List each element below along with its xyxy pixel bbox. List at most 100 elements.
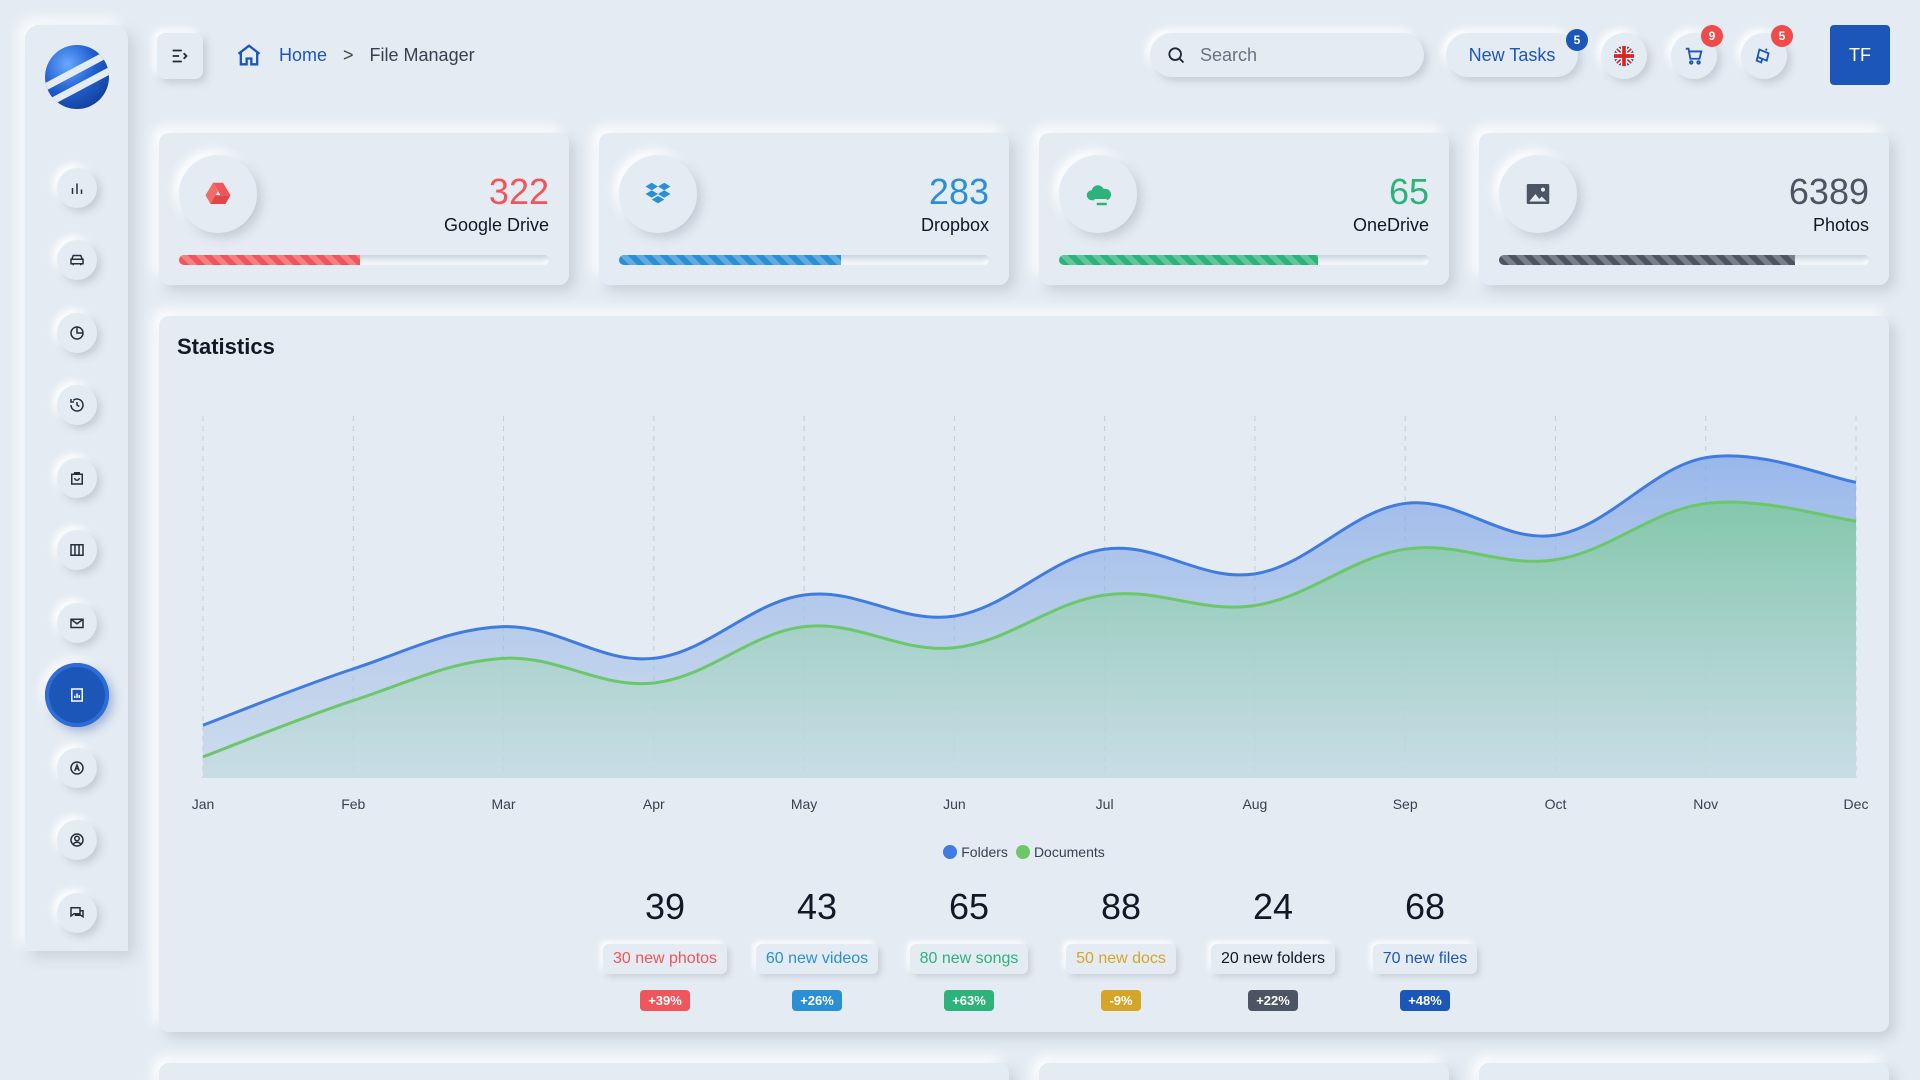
history-icon [70,398,84,412]
sidebar-item-shop[interactable] [57,458,97,498]
summary-change-badge: +22% [1248,990,1298,1011]
sidebar-item-kanban[interactable] [57,530,97,570]
legend-label: Folders [961,844,1008,860]
breadcrumb-home-link[interactable]: Home [279,44,328,65]
sidebar-item-reports[interactable] [57,313,97,353]
breadcrumb: Home > File Manager [235,41,475,69]
statistics-summary: 39 30 new photos +39% 43 60 new videos +… [589,886,1501,1011]
card-progress [1499,255,1869,265]
chat-icon [70,907,84,919]
card-label: Dropbox [920,215,989,235]
card-progress-fill [179,255,361,265]
card-progress [619,255,989,265]
image-icon [1499,155,1577,233]
card-value: 283 [928,171,989,212]
summary-label: 80 new songs [909,944,1029,974]
summary-label: 60 new videos [755,944,879,974]
x-tick-label: Aug [1242,796,1267,812]
summary-item: 24 20 new folders +22% [1197,886,1349,1011]
summary-item: 39 30 new photos +39% [589,886,741,1011]
statistics-panel: Statistics Jan Feb Mar Apr May Jun Jul Aug Sep Oc… [159,316,1889,1032]
chart-legend: Folders Documents [159,844,1889,860]
sidebar-item-history[interactable] [57,385,97,425]
summary-item: 68 70 new files +48% [1349,886,1501,1011]
notifications-badge: 5 [1771,25,1793,47]
x-tick-label: Sep [1393,796,1418,812]
home-icon[interactable] [235,41,263,69]
summary-label: 30 new photos [602,944,728,974]
legend-label: Documents [1033,844,1105,860]
summary-value: 88 [1100,886,1142,927]
avatar[interactable]: TF [1830,25,1890,85]
legend-dot [943,845,958,859]
summary-value: 65 [948,886,990,927]
new-tasks-label: New Tasks [1468,44,1556,65]
card-dropbox: 283 Dropbox [599,133,1009,285]
sidebar [25,25,128,951]
x-tick-label: Feb [341,796,365,812]
card-value: 322 [488,171,549,212]
card-label: Google Drive [443,215,549,235]
sidebar-item-profile[interactable] [57,820,97,860]
series-line-documents[interactable] [202,500,1857,759]
cart-icon [1685,47,1703,65]
x-tick-label: Nov [1693,796,1718,812]
car-icon [70,254,84,266]
sidebar-item-crypto[interactable] [57,748,97,788]
x-tick-label: Mar [491,796,515,812]
summary-change-badge: +26% [792,990,842,1011]
cart-badge: 9 [1701,25,1723,47]
shopping-bag-icon [71,472,83,485]
bottom-card-right [1479,1063,1889,1080]
logo-icon[interactable] [45,45,109,109]
notifications-button[interactable]: 5 [1741,25,1793,79]
statistics-title: Statistics [177,334,275,359]
summary-label: 20 new folders [1210,944,1336,974]
sidebar-item-analytics[interactable] [57,168,97,208]
pie-chart-icon [70,326,84,340]
onedrive-icon [1059,155,1137,233]
summary-change-badge: +39% [640,990,690,1011]
summary-label: 50 new docs [1066,944,1176,974]
language-button[interactable] [1601,33,1647,79]
card-label: OneDrive [1352,215,1429,235]
new-tasks-button[interactable]: New Tasks 5 [1446,29,1588,77]
google-drive-icon [179,155,257,233]
card-onedrive: 65 OneDrive [1039,133,1449,285]
card-progress-fill [1499,255,1795,265]
card-progress [1059,255,1429,265]
x-tick-label: Apr [643,796,665,812]
card-label: Photos [1812,215,1869,235]
legend-item-folders[interactable]: Folders [943,844,1008,860]
sidebar-item-file-manager[interactable] [45,663,109,727]
x-tick-label: Jun [943,796,966,812]
menu-toggle-icon [172,49,188,63]
sidebar-item-vehicles[interactable] [57,240,97,280]
bar-chart-icon [71,183,83,194]
summary-change-badge: -9% [1101,990,1141,1011]
card-google-drive: 322 Google Drive [159,133,569,285]
search-box[interactable] [1150,33,1424,77]
x-tick-label: Oct [1545,796,1567,812]
new-tasks-badge: 5 [1566,29,1588,51]
uk-flag-icon [1613,45,1635,67]
card-progress-fill [619,255,841,265]
card-value: 65 [1388,171,1429,212]
legend-item-documents[interactable]: Documents [1015,844,1105,860]
sidebar-item-chat[interactable] [57,893,97,933]
summary-change-badge: +63% [944,990,994,1011]
cart-button[interactable]: 9 [1671,25,1723,79]
search-icon [1168,47,1185,64]
card-value: 6389 [1788,171,1869,212]
file-chart-icon [71,688,83,702]
card-photos: 6389 Photos [1479,133,1889,285]
user-circle-icon [70,833,84,847]
summary-item: 43 60 new videos +26% [741,886,893,1011]
sidebar-item-mail[interactable] [57,603,97,643]
series-line-folders[interactable] [202,454,1857,727]
search-input[interactable] [1200,44,1400,66]
x-tick-label: May [791,796,817,812]
statistics-chart: Jan Feb Mar Apr May Jun Jul Aug Sep Oct Nov Dec [192,416,1868,812]
breadcrumb-current: File Manager [369,44,475,65]
menu-toggle-button[interactable] [157,33,203,79]
